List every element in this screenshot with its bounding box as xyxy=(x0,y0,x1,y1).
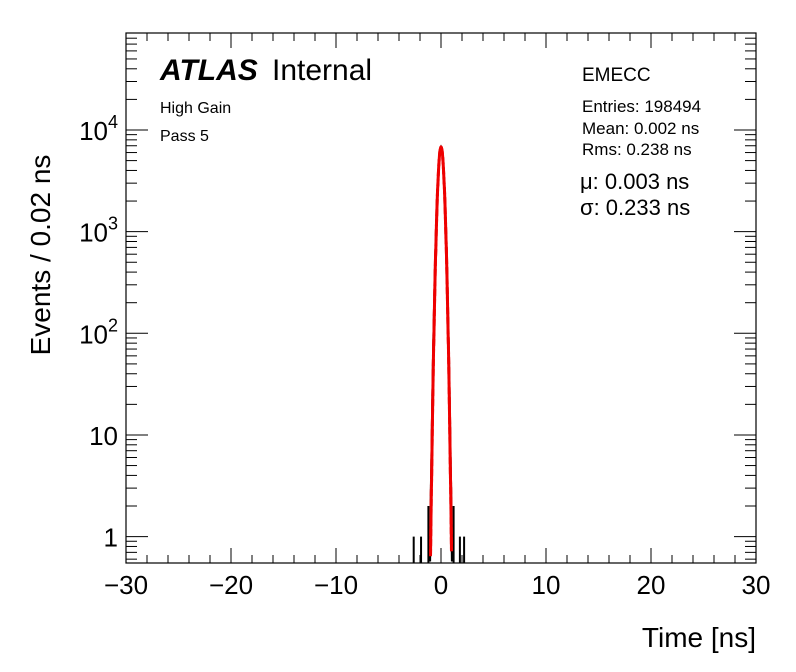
y-tick-label: 10 xyxy=(89,421,118,451)
gain-label: High Gain xyxy=(160,100,231,117)
x-tick-label: −10 xyxy=(314,570,358,600)
mean-stat: Mean: 0.002 ns xyxy=(582,119,699,138)
rms-stat: Rms: 0.238 ns xyxy=(582,140,692,159)
internal-label: Internal xyxy=(272,54,372,87)
gaussian-fit-solid xyxy=(429,145,453,557)
atlas-label: ATLAS xyxy=(159,54,258,87)
fit-sigma-label: σ: 0.233 ns xyxy=(580,195,690,220)
y-tick-label: 1 xyxy=(104,523,118,553)
x-tick-label: 10 xyxy=(532,570,561,600)
x-tick-label: 30 xyxy=(742,570,771,600)
region-label: EMECC xyxy=(582,65,651,86)
y-tick-label: 103 xyxy=(79,214,118,248)
x-tick-label: −30 xyxy=(104,570,148,600)
y-tick-label: 104 xyxy=(79,112,118,146)
x-tick-label: 20 xyxy=(637,570,666,600)
y-tick-label: 102 xyxy=(79,315,118,349)
x-tick-label: −20 xyxy=(209,570,253,600)
fit-mu-label: μ: 0.003 ns xyxy=(580,169,689,194)
entries-stat: Entries: 198494 xyxy=(582,97,701,116)
x-axis-title: Time [ns] xyxy=(642,622,756,653)
x-tick-label: 0 xyxy=(434,570,448,600)
pass-label: Pass 5 xyxy=(160,128,209,145)
y-axis-title: Events / 0.02 ns xyxy=(25,155,56,356)
